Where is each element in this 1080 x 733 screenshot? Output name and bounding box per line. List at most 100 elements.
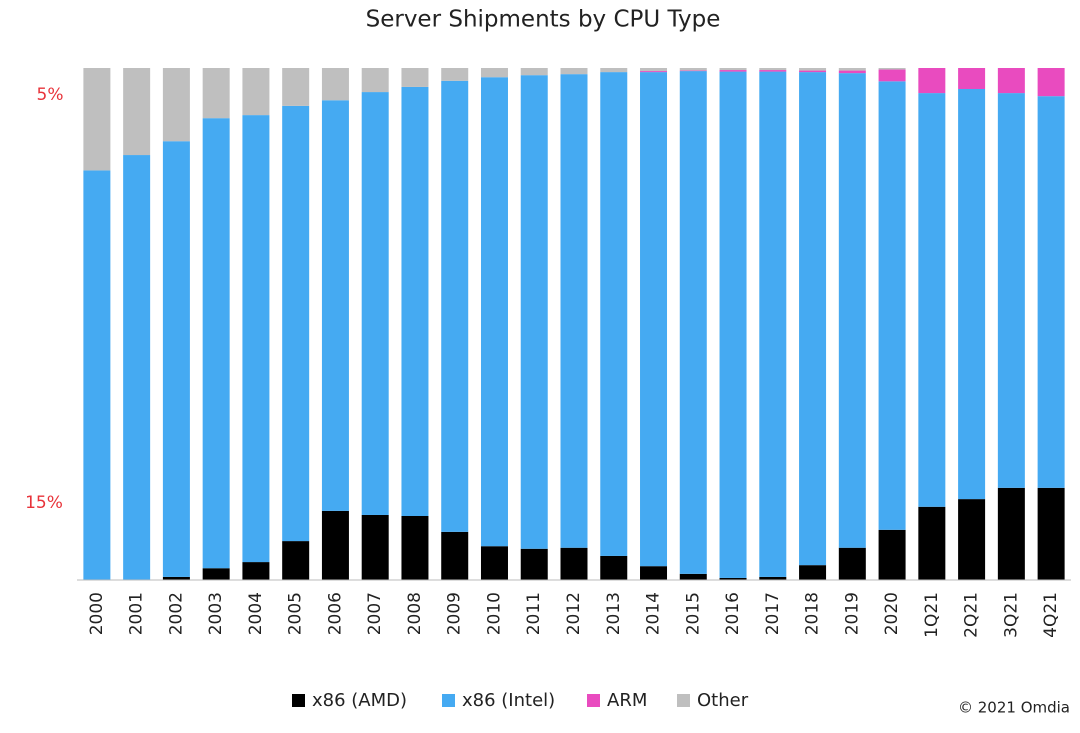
x-tick-label: 2009 (445, 592, 465, 635)
bar-segment (640, 68, 668, 72)
bar-segment (799, 68, 827, 71)
bar-segment (878, 69, 906, 82)
bar-segment (997, 93, 1025, 488)
bar-segment (480, 546, 508, 580)
x-tick-label: 2002 (166, 592, 186, 635)
bar-segment (600, 68, 628, 73)
x-tick-label: 4Q21 (1041, 592, 1061, 638)
bar-segment (162, 68, 190, 142)
x-tick-label: 2012 (564, 592, 584, 635)
bar-segment (560, 68, 588, 75)
source: © 2021 Omdia (958, 699, 1070, 717)
bar-segment (958, 88, 986, 500)
bar-segment (679, 573, 707, 580)
x-tick-label: 2000 (87, 592, 107, 635)
bar-segment (520, 68, 548, 76)
bar-segment (918, 93, 946, 507)
bar-segment (799, 70, 827, 73)
bar-segment (282, 541, 310, 580)
bar-segment (838, 547, 866, 580)
bar-segment (640, 566, 668, 580)
bar-segment (1037, 68, 1065, 97)
bar-segment (441, 68, 469, 81)
bar-segment (759, 576, 787, 580)
bar-segment (679, 71, 707, 574)
bar-segment (719, 577, 747, 580)
x-tick-label: 2010 (484, 592, 504, 635)
x-tick-label: 2014 (644, 592, 664, 635)
bar-segment (838, 73, 866, 548)
bar-segment (918, 68, 946, 94)
bar-segment (242, 562, 270, 580)
bar-segment (441, 531, 469, 580)
bar-segment (640, 72, 668, 567)
x-tick-label: 2007 (365, 592, 385, 635)
bar-segment (719, 71, 747, 578)
x-tick-label: 2003 (206, 592, 226, 635)
bar-segment (162, 141, 190, 577)
bar-segment (799, 565, 827, 580)
x-tick-label: 2015 (683, 592, 703, 635)
x-tick-label: 2004 (246, 592, 266, 635)
x-tick-label: 2017 (763, 592, 783, 635)
x-tick-label: 2001 (127, 592, 147, 635)
bar-segment (799, 72, 827, 566)
bar-segment (560, 74, 588, 548)
legend-swatch (292, 694, 305, 707)
bar-segment (321, 68, 349, 101)
bar-segment (838, 68, 866, 71)
bar-segment (600, 555, 628, 580)
bar-segment (242, 68, 270, 116)
bar-segment (401, 516, 429, 580)
bar-segment (202, 568, 230, 580)
bar-segment (202, 118, 230, 569)
bar-segment (878, 68, 906, 70)
legend-label: ARM (607, 690, 647, 711)
bar-segment (600, 72, 628, 556)
x-tick-label: 2013 (604, 592, 624, 635)
bar-segment (719, 68, 747, 71)
bar-segment (560, 547, 588, 580)
annotation: 5% (37, 85, 64, 105)
bar-segment (878, 81, 906, 530)
bar-segment (361, 92, 389, 515)
bar-segment (1037, 487, 1065, 580)
x-tick-label: 2016 (723, 592, 743, 635)
bar-segment (202, 68, 230, 119)
bar-segment (838, 70, 866, 74)
bar-segment (958, 68, 986, 89)
bar-segment (83, 68, 111, 171)
annotation: 15% (25, 493, 63, 513)
bar-segment (321, 100, 349, 511)
chart-title: Server Shipments by CPU Type (366, 7, 721, 33)
bar-segment (958, 499, 986, 580)
x-tick-label: 2011 (524, 592, 544, 635)
bar-segment (162, 576, 190, 580)
bar-segment (83, 170, 111, 580)
bar-segment (520, 548, 548, 580)
legend-swatch (587, 694, 600, 707)
legend-label: x86 (Intel) (462, 690, 555, 711)
legend-label: Other (697, 690, 749, 711)
bar-segment (282, 68, 310, 106)
x-tick-label: 2005 (286, 592, 306, 635)
legend-label: x86 (AMD) (312, 690, 407, 711)
bar-segment (918, 506, 946, 580)
bar-segment (361, 514, 389, 580)
bar-segment (997, 68, 1025, 94)
bar-segment (480, 77, 508, 547)
x-tick-label: 2018 (803, 592, 823, 635)
bar-segment (361, 68, 389, 93)
bar-segment (759, 71, 787, 577)
bar-segment (759, 68, 787, 71)
bar-segment (1037, 96, 1065, 488)
x-tick-label: 2006 (325, 592, 345, 635)
legend-swatch (442, 694, 455, 707)
bar-segment (520, 75, 548, 549)
bar-segment (997, 487, 1025, 580)
x-tick-label: 2008 (405, 592, 425, 635)
legend-swatch (677, 694, 690, 707)
bar-segment (640, 71, 668, 73)
bar-segment (401, 86, 429, 516)
